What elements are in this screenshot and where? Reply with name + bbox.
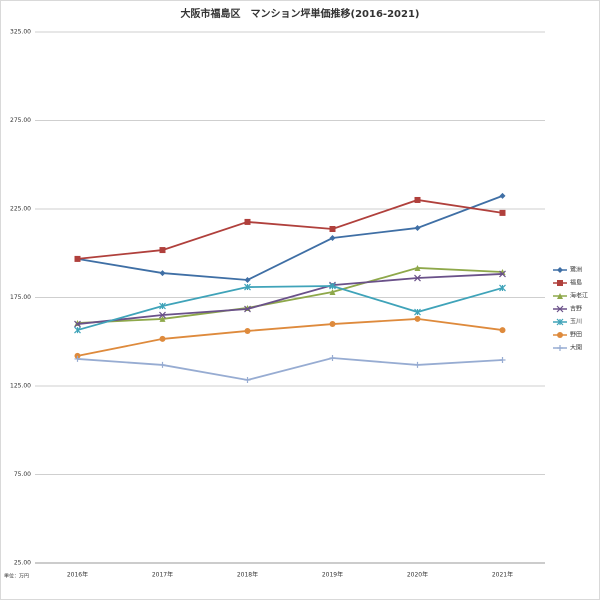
legend-label: 玉川: [570, 319, 582, 326]
y-tick-label: 125.00: [10, 383, 31, 390]
point: [159, 247, 166, 254]
legend-marker: [557, 345, 563, 351]
series-line: [77, 195, 503, 281]
point: [499, 209, 506, 216]
y-tick-label: 275.00: [10, 117, 31, 124]
series-line: [77, 318, 503, 357]
point: [74, 326, 81, 334]
point: [74, 320, 81, 328]
legend-marker: [557, 293, 563, 299]
legend-label: 海老江: [570, 292, 588, 300]
y-tick-label: 25.00: [14, 560, 31, 567]
point: [329, 282, 336, 290]
x-tick-label: 2016年: [67, 571, 88, 579]
series-line: [77, 273, 503, 325]
point: [329, 226, 336, 233]
chart-title: 大阪市福島区 マンション坪単価推移(2016-2021): [181, 7, 420, 20]
point: [244, 218, 251, 225]
legend-marker: [557, 280, 563, 286]
point: [499, 327, 506, 334]
x-tick-label: 2017年: [152, 571, 173, 579]
point: [499, 284, 506, 292]
point: [159, 311, 166, 319]
y-tick-label: 175.00: [10, 294, 31, 301]
point: [74, 255, 81, 262]
series-line: [77, 285, 503, 331]
point: [244, 327, 251, 334]
point: [159, 335, 166, 342]
legend-marker: [556, 318, 564, 326]
point: [74, 355, 81, 362]
point: [414, 196, 421, 203]
point: [329, 321, 336, 328]
point: [159, 361, 166, 368]
point: [414, 224, 421, 231]
point: [159, 302, 166, 310]
point: [414, 361, 421, 368]
legend-marker: [556, 305, 564, 313]
point: [414, 308, 421, 316]
series-line: [77, 267, 503, 324]
point: [159, 270, 166, 277]
point: [244, 305, 251, 313]
point: [414, 264, 421, 271]
series-line: [77, 199, 503, 260]
point: [244, 283, 251, 291]
y-tick-label: 75.00: [14, 471, 31, 478]
unit-note: 単位：万円: [4, 573, 29, 580]
point: [329, 289, 336, 296]
point: [244, 276, 251, 283]
y-tick-label: 325.00: [10, 29, 31, 36]
point: [329, 355, 336, 362]
legend-label: 野田: [570, 331, 582, 339]
point: [499, 192, 506, 199]
point: [499, 270, 506, 278]
point: [414, 315, 421, 322]
series-line: [77, 357, 503, 381]
point: [414, 274, 421, 282]
x-tick-label: 2020年: [407, 571, 428, 579]
legend-label: 鷺洲: [570, 266, 582, 274]
legend-label: 大開: [570, 344, 582, 352]
y-tick-label: 225.00: [10, 206, 31, 213]
legend-label: 吉野: [570, 305, 582, 313]
point: [244, 376, 251, 383]
legend-marker: [557, 267, 563, 273]
x-tick-label: 2021年: [492, 571, 513, 579]
point: [329, 235, 336, 242]
point: [499, 356, 506, 363]
legend-marker: [557, 332, 563, 338]
x-tick-label: 2019年: [322, 571, 343, 579]
legend-label: 福島: [570, 279, 582, 287]
point: [74, 352, 81, 359]
point: [159, 315, 166, 322]
x-tick-label: 2018年: [237, 571, 258, 579]
